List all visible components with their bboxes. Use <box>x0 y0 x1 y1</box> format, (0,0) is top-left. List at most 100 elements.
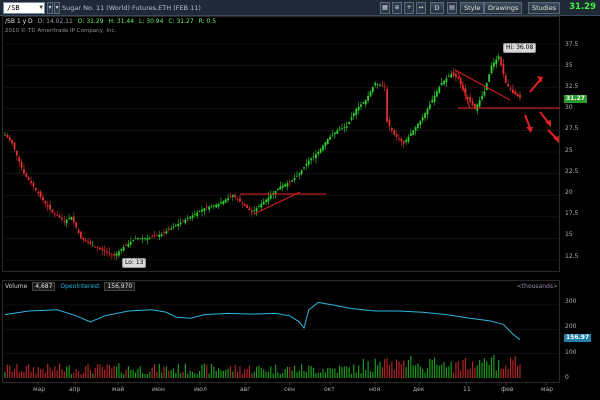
volume-bar <box>170 370 172 378</box>
candle-body <box>205 206 208 208</box>
volume-bar <box>381 367 383 378</box>
volume-bar <box>433 357 436 378</box>
volume-label: Volume <box>5 283 28 290</box>
price-grid <box>5 43 560 261</box>
candle-body <box>153 235 156 237</box>
candle-body <box>331 134 334 136</box>
candle-body <box>4 134 6 136</box>
volume-bar <box>343 366 345 378</box>
candle-body <box>433 95 436 103</box>
candle-body <box>13 142 16 150</box>
volume-bar <box>11 371 13 378</box>
volume-bar <box>142 373 144 378</box>
zoom-icon[interactable]: ⊕ <box>392 2 402 14</box>
arrow-down-2 <box>539 111 549 123</box>
volume-bar <box>274 364 277 378</box>
candle-body <box>269 195 272 199</box>
volume-bar <box>509 357 512 378</box>
volume-bar <box>329 367 331 378</box>
volume-bar <box>474 367 476 378</box>
quote-symbol: /SB 1 y D <box>5 18 33 25</box>
candle-body <box>137 238 139 240</box>
candle-body <box>236 199 239 200</box>
volume-bar <box>210 363 213 378</box>
volume-bar <box>419 366 421 378</box>
trendline-drawings[interactable] <box>240 69 560 215</box>
candle-body <box>419 120 422 125</box>
aggregation-button[interactable]: D <box>430 2 444 14</box>
candle-body <box>103 250 106 252</box>
volume-bar <box>265 371 267 378</box>
candle-body <box>115 253 118 256</box>
volume-bar <box>54 366 56 378</box>
studies-button[interactable]: Studies <box>528 2 561 14</box>
volume-bar <box>151 367 153 378</box>
chart-type-icon[interactable]: ▤ <box>447 2 457 14</box>
grid-icon[interactable]: ▦ <box>380 2 390 14</box>
candle-body <box>312 156 315 158</box>
drawings-button[interactable]: Drawings <box>484 2 523 14</box>
volume-bar <box>263 369 265 378</box>
crosshair-icon[interactable]: + <box>404 2 414 14</box>
volume-bar <box>87 364 89 378</box>
volume-bar <box>196 374 198 378</box>
candle-body <box>8 137 11 141</box>
candle-body <box>469 97 472 103</box>
volume-bar <box>498 360 500 378</box>
volume-bar <box>267 371 270 378</box>
arrow-down-3 <box>547 129 557 139</box>
volume-bars <box>4 354 521 378</box>
pan-icon[interactable]: ↔ <box>416 2 426 14</box>
link-icon[interactable]: ▾ <box>47 2 53 14</box>
style-button[interactable]: Style <box>460 2 485 14</box>
volume-bar <box>258 365 260 378</box>
volume-bar <box>483 358 486 378</box>
volume-bar <box>255 366 258 378</box>
x-label-mar: мар <box>33 386 46 393</box>
price-panel[interactable] <box>2 16 560 272</box>
volume-bar <box>369 371 372 378</box>
candle-body <box>101 248 104 251</box>
candle-body <box>445 78 448 83</box>
candle-body <box>182 220 184 222</box>
chevron-down-icon[interactable]: ▼ <box>39 4 43 11</box>
volume-bar <box>493 354 495 378</box>
volume-bar <box>384 358 386 378</box>
units-label: <thousands> <box>516 283 558 290</box>
candle-body <box>504 75 507 83</box>
volume-panel[interactable] <box>2 280 560 383</box>
candle-body <box>139 238 142 240</box>
y-label-27-5: 27.5 <box>565 125 579 132</box>
symbol-input[interactable]: /SB ▼ <box>3 2 45 14</box>
x-label-11: 11 <box>463 386 471 393</box>
options-icon[interactable]: ▾ <box>54 2 60 14</box>
low-tag: Lo: 13 <box>122 258 147 268</box>
volume-bar <box>426 367 429 378</box>
candle-body <box>217 203 220 207</box>
candle-body <box>440 82 443 86</box>
volume-bar <box>362 358 364 378</box>
volume-bar <box>161 372 163 378</box>
candle-body <box>215 204 218 208</box>
candle-body <box>362 102 365 104</box>
volume-bar <box>177 364 179 378</box>
volume-bar <box>272 373 274 378</box>
volume-bar <box>106 364 108 378</box>
arrow-drawings[interactable] <box>524 76 559 143</box>
candle-body <box>224 199 227 203</box>
volume-bar <box>490 357 493 378</box>
candle-body <box>210 206 213 207</box>
candle-body <box>398 138 400 140</box>
volume-bar <box>424 372 426 378</box>
volume-bar <box>180 373 182 378</box>
vol-y-label-300: 300 <box>565 298 577 305</box>
candle-body <box>367 95 370 101</box>
y-label-30: 30 <box>565 104 573 111</box>
volume-bar <box>139 366 141 378</box>
candle-body <box>25 173 28 177</box>
volume-bar <box>284 368 286 378</box>
candle-body <box>68 218 70 220</box>
candle-body <box>412 130 415 136</box>
candle-body <box>492 62 495 67</box>
